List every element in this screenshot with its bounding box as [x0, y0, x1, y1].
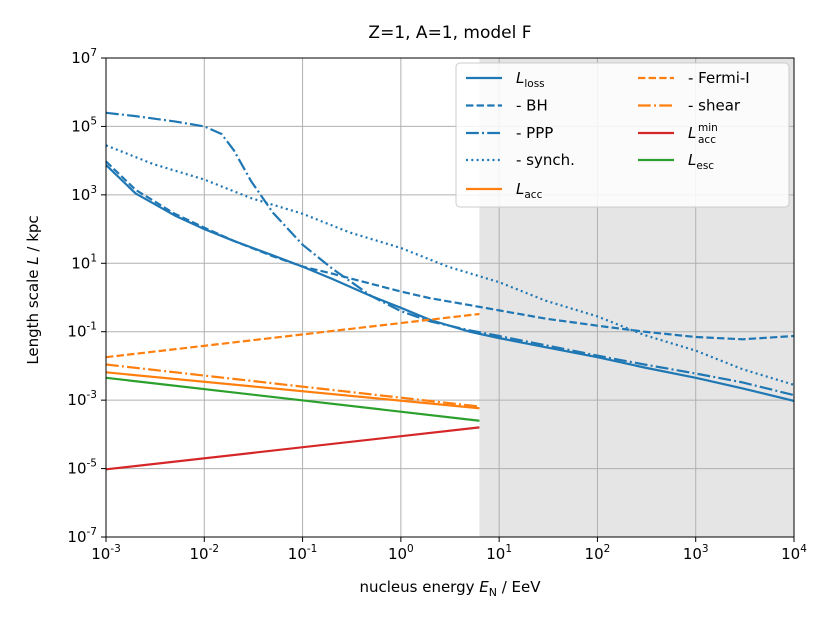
x-tick-label-2: 10-1 [288, 543, 318, 563]
x-tick-label-3: 100 [388, 543, 414, 563]
y-tick-label-1: 10-5 [67, 458, 97, 478]
x-tick-label-5: 102 [585, 543, 611, 563]
chart-title: Z=1, A=1, model F [368, 23, 531, 43]
series-l-acc-min [106, 426, 480, 471]
x-tick-label-1: 10-2 [189, 543, 219, 563]
y-tick-label-2: 10-3 [67, 389, 97, 409]
legend: Lloss - BH - PPP - synch.Lacc - Fermi-I … [455, 62, 790, 208]
legend-label-l-ppp: - PPP [516, 124, 553, 142]
axes-frame [105, 57, 795, 538]
series-l-acc [106, 371, 480, 410]
legend-label-l-acc: Lacc [516, 180, 543, 201]
series-group [106, 111, 794, 471]
y-tick-label-3: 10-1 [67, 321, 97, 341]
x-tick-label-6: 103 [683, 543, 709, 563]
series-l-esc [106, 376, 480, 422]
y-tick-label-6: 105 [71, 115, 97, 135]
x-tick-label-7: 104 [781, 543, 807, 563]
x-tick-label-0: 10-3 [91, 543, 121, 563]
legend-label-l-shear: - shear [688, 97, 741, 115]
legend-label-l-synch: - synch. [516, 151, 575, 169]
series-l-ppp [106, 111, 794, 397]
y-tick-label-7: 107 [71, 47, 97, 67]
y-tick-label-4: 101 [71, 252, 97, 272]
series-l-shear [106, 363, 480, 408]
legend-label-l-loss: Lloss [516, 69, 545, 90]
x-tick-label-4: 101 [486, 543, 512, 563]
legend-box [455, 62, 790, 208]
legend-label-l-fermi: - Fermi-I [688, 69, 750, 87]
legend-label-l-bh: - BH [516, 97, 548, 115]
series-l-bh [106, 160, 794, 341]
axes: 10-3 10-2 10-1 100 101 102 103 104 10-7 10-5 10-3 1… [67, 47, 807, 563]
legend-label-l-esc: Lesc [688, 151, 714, 172]
y-tick-label-0: 10-7 [67, 526, 97, 546]
x-axis-label: nucleus energy EN / EeV [359, 578, 541, 599]
y-tick-label-5: 103 [71, 184, 97, 204]
series-l-loss [106, 164, 794, 402]
y-axis-label: Length scale L / kpc [24, 215, 42, 364]
series-l-fermi [106, 312, 480, 359]
